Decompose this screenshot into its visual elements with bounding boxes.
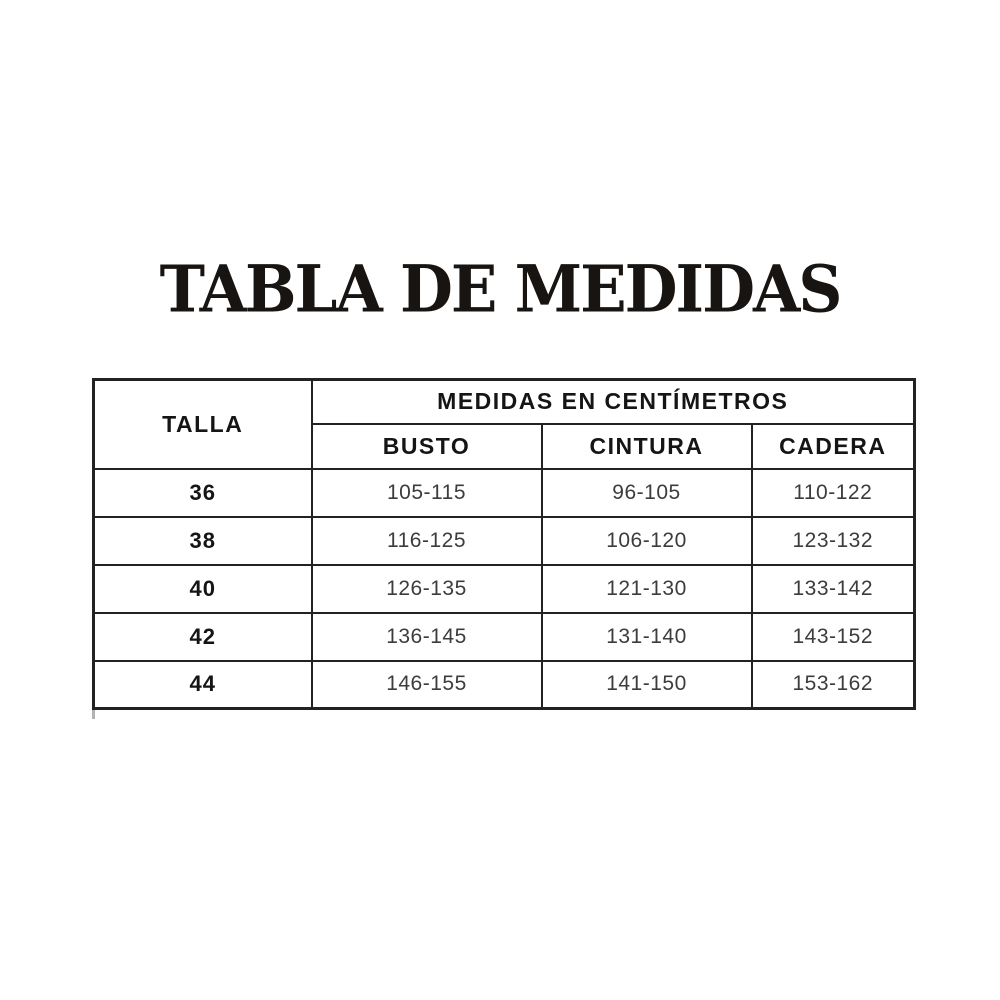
table-row-talla-42: 42 136-145 131-140 143-152 — [92, 611, 916, 662]
talla-value: 42 — [92, 611, 313, 662]
column-header-talla: TALLA — [92, 378, 313, 470]
cintura-value: 141-150 — [540, 659, 753, 710]
talla-value: 38 — [92, 515, 313, 566]
cintura-value: 106-120 — [540, 515, 753, 566]
header-group-row: TALLA MEDIDAS EN CENTÍMETROS — [92, 378, 916, 470]
table-row-talla-36: 36 105-115 96-105 110-122 — [92, 467, 916, 518]
column-header-cintura: CINTURA — [540, 422, 753, 470]
cadera-value: 110-122 — [750, 467, 916, 518]
busto-value: 146-155 — [310, 659, 543, 710]
busto-value: 126-135 — [310, 563, 543, 614]
cintura-value: 131-140 — [540, 611, 753, 662]
header-sub-row: BUSTO CINTURA CADERA — [94, 422, 916, 470]
talla-value: 44 — [92, 659, 313, 710]
cadera-value: 123-132 — [750, 515, 916, 566]
table-row-talla-40: 40 126-135 121-130 133-142 — [92, 563, 916, 614]
size-chart-table: TALLA MEDIDAS EN CENTÍMETROS BUSTO CINTU… — [92, 378, 917, 710]
talla-value: 36 — [92, 467, 313, 518]
page-title: TABLA DE MEDIDAS — [159, 252, 843, 328]
group-header-medidas: MEDIDAS EN CENTÍMETROS — [310, 378, 916, 425]
column-header-cadera: CADERA — [750, 422, 916, 470]
cadera-value: 153-162 — [750, 659, 916, 710]
cadera-value: 143-152 — [750, 611, 916, 662]
cintura-value: 121-130 — [540, 563, 753, 614]
size-chart-container: TALLA MEDIDAS EN CENTÍMETROS BUSTO CINTU… — [92, 378, 917, 710]
cintura-value: 96-105 — [540, 467, 753, 518]
table-row-talla-38: 38 116-125 106-120 123-132 — [92, 515, 916, 566]
talla-value: 40 — [92, 563, 313, 614]
busto-value: 136-145 — [310, 611, 543, 662]
busto-value: 105-115 — [310, 467, 543, 518]
cadera-value: 133-142 — [750, 563, 916, 614]
table-row-talla-44: 44 146-155 141-150 153-162 — [92, 659, 916, 710]
busto-value: 116-125 — [310, 515, 543, 566]
scan-artifact-mark — [92, 710, 95, 719]
column-header-busto: BUSTO — [310, 422, 543, 470]
